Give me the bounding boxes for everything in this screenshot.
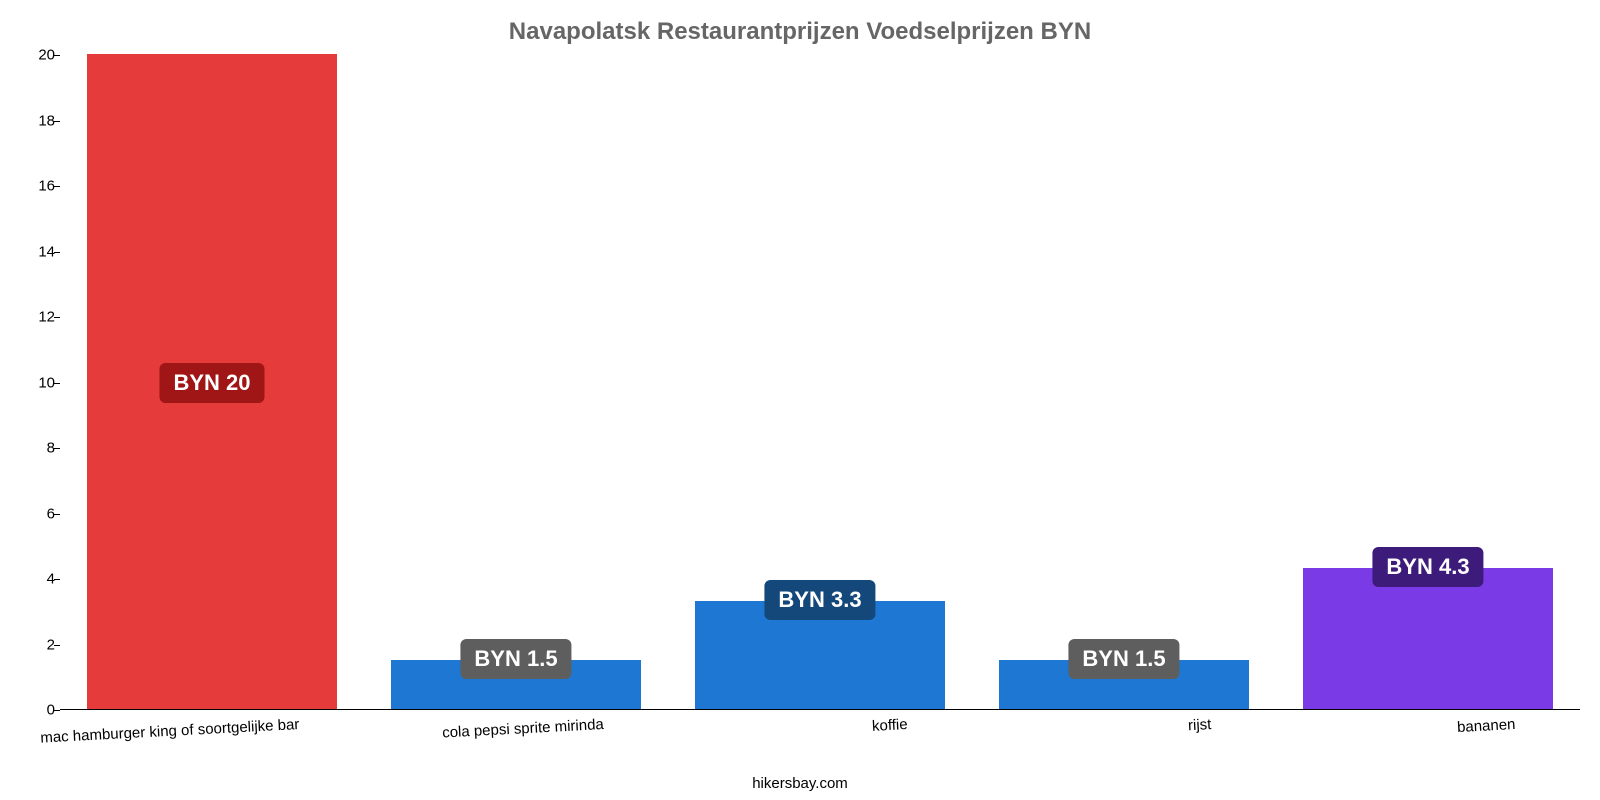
y-tick-mark	[54, 252, 60, 253]
credit-text: hikersbay.com	[0, 775, 1600, 792]
y-tick-mark	[54, 514, 60, 515]
bar-value-label: BYN 1.5	[1068, 639, 1179, 679]
chart-title: Navapolatsk Restaurantprijzen Voedselpri…	[0, 18, 1600, 46]
y-tick-mark	[54, 579, 60, 580]
bar-value-label: BYN 20	[159, 363, 264, 403]
y-tick-mark	[54, 645, 60, 646]
y-tick-label: 14	[20, 243, 55, 260]
bar	[1303, 568, 1552, 709]
y-tick-label: 16	[20, 178, 55, 195]
plot-area: 02468101214161820BYN 20mac hamburger kin…	[60, 55, 1580, 710]
y-tick-label: 20	[20, 47, 55, 64]
y-tick-mark	[54, 121, 60, 122]
x-axis-label: cola pepsi sprite mirinda	[441, 716, 603, 741]
y-tick-label: 6	[20, 505, 55, 522]
y-tick-label: 18	[20, 112, 55, 129]
y-tick-mark	[54, 383, 60, 384]
y-tick-mark	[54, 710, 60, 711]
x-axis-label: rijst	[1188, 716, 1212, 734]
y-tick-mark	[54, 186, 60, 187]
x-axis-label: bananen	[1456, 716, 1515, 736]
y-tick-mark	[54, 55, 60, 56]
y-tick-mark	[54, 448, 60, 449]
bar-value-label: BYN 4.3	[1372, 547, 1483, 587]
x-axis-label: mac hamburger king of soortgelijke bar	[40, 716, 300, 747]
x-axis-label: koffie	[871, 716, 907, 735]
y-tick-label: 4	[20, 571, 55, 588]
y-tick-label: 2	[20, 636, 55, 653]
y-tick-label: 12	[20, 309, 55, 326]
y-tick-label: 8	[20, 440, 55, 457]
bar-value-label: BYN 3.3	[764, 580, 875, 620]
y-tick-mark	[54, 317, 60, 318]
y-tick-label: 10	[20, 374, 55, 391]
y-tick-label: 0	[20, 702, 55, 719]
bar-value-label: BYN 1.5	[460, 639, 571, 679]
